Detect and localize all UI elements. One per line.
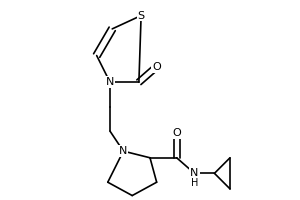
Text: H: H xyxy=(191,178,198,188)
Text: N: N xyxy=(106,77,114,87)
Text: N: N xyxy=(119,146,128,156)
Text: N: N xyxy=(190,168,199,178)
Text: O: O xyxy=(152,62,161,72)
Text: O: O xyxy=(172,128,181,138)
Text: S: S xyxy=(137,11,145,21)
